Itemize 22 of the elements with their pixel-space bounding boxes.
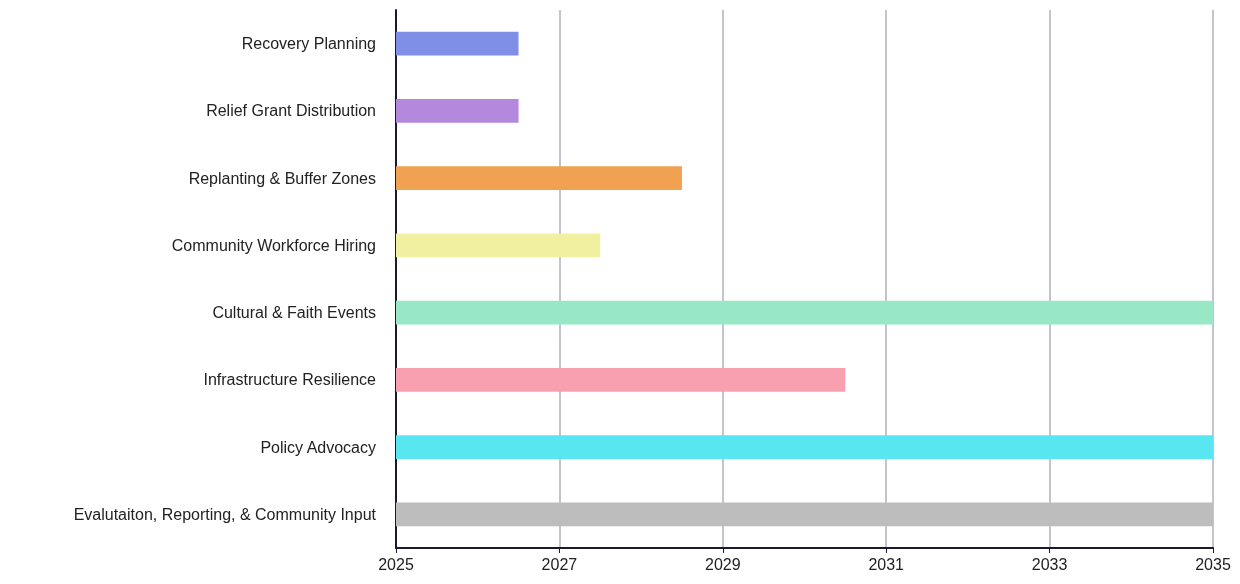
bar [396,368,846,392]
bar [396,166,682,190]
x-tick-label: 2033 [1031,555,1068,573]
x-tick-label: 2031 [868,555,905,573]
bar [396,502,1213,527]
bar [396,99,519,123]
y-tick-label: Recovery Planning [241,35,376,53]
x-tick-label: 2035 [1195,555,1231,573]
x-tick-label: 2029 [705,555,741,573]
bar [396,31,519,56]
x-tick-label: 2027 [541,555,578,573]
bar [396,300,1213,325]
y-tick-label: Policy Advocacy [260,438,376,456]
y-tick-label: Community Workforce Hiring [171,236,376,254]
bar [396,435,1213,459]
x-tick-label: 2025 [378,555,414,573]
y-tick-label: Replanting & Buffer Zones [188,169,376,187]
y-tick-label: Evalutaiton, Reporting, & Community Input [73,505,377,523]
y-tick-label: Infrastructure Resilience [203,371,377,389]
y-tick-label: Cultural & Faith Events [212,304,376,322]
bar [396,233,601,258]
y-tick-label: Relief Grant Distribution [206,102,376,120]
